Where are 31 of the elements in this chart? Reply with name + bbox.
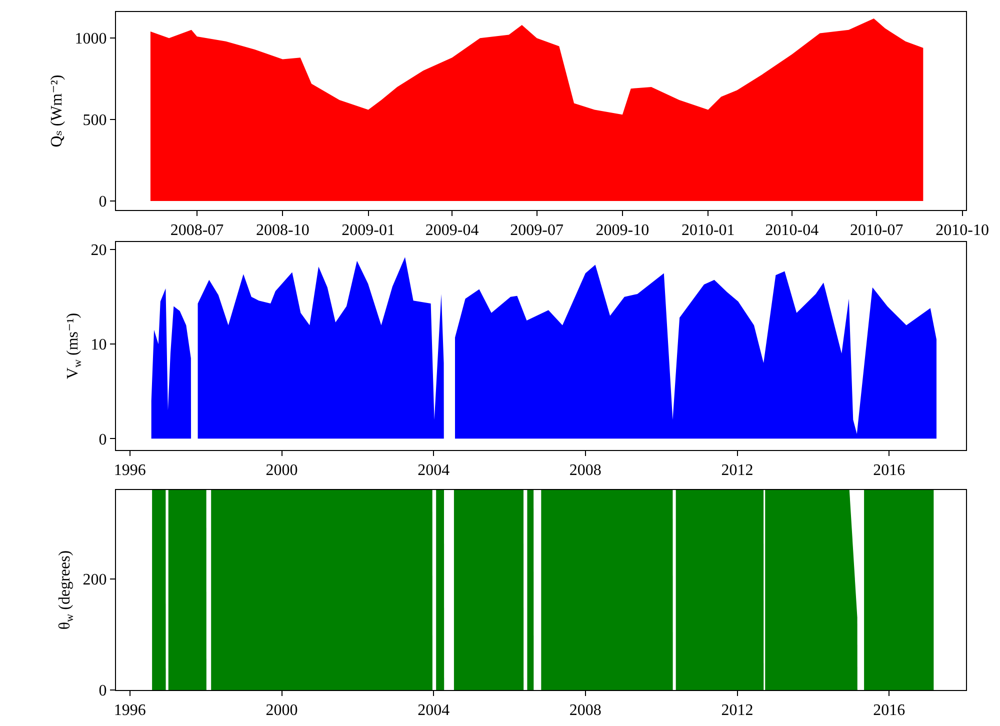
x-tick-label: 2010-07 bbox=[850, 222, 904, 240]
x-tick-label: 1996 bbox=[114, 462, 146, 480]
y-tick-label: 20 bbox=[90, 242, 107, 260]
x-tick-label: 2008 bbox=[569, 462, 602, 480]
y-tick-label: 1000 bbox=[74, 30, 107, 48]
x-tick-label: 2010-01 bbox=[681, 222, 735, 240]
x-tick-label: 2009-01 bbox=[342, 222, 395, 240]
y-tick-label: 0 bbox=[98, 682, 107, 700]
x-tick-label: 2016 bbox=[873, 462, 906, 480]
x-tick-label: 2000 bbox=[266, 462, 298, 480]
x-tick-label: 2009-07 bbox=[510, 222, 564, 240]
x-tick-label: 2010-04 bbox=[765, 222, 819, 240]
x-tick-label: 2000 bbox=[266, 702, 298, 720]
x-tick-label: 2016 bbox=[873, 702, 906, 720]
x-tick-label: 2010-10 bbox=[936, 222, 989, 240]
x-tick-label: 2009-04 bbox=[425, 222, 479, 240]
y-tick-label: 500 bbox=[82, 112, 107, 130]
x-tick-label: 2008-07 bbox=[170, 222, 224, 240]
x-tick-label: 2004 bbox=[418, 462, 450, 480]
x-tick-label: 2012 bbox=[721, 702, 754, 720]
y-tick-label: 200 bbox=[82, 571, 107, 588]
x-tick-label: 2009-10 bbox=[596, 222, 650, 240]
x-tick-label: 2004 bbox=[418, 702, 450, 720]
x-tick-label: 2012 bbox=[721, 462, 754, 480]
x-tick-label: 2008-10 bbox=[256, 222, 310, 240]
y-axis-title: Qₛ (Wm⁻²) bbox=[48, 74, 66, 148]
y-tick-label: 10 bbox=[90, 336, 107, 354]
y-tick-label: 0 bbox=[98, 194, 107, 211]
y-tick-label: 0 bbox=[98, 431, 107, 448]
x-tick-label: 1996 bbox=[114, 702, 146, 720]
x-tick-label: 2008 bbox=[569, 702, 602, 720]
